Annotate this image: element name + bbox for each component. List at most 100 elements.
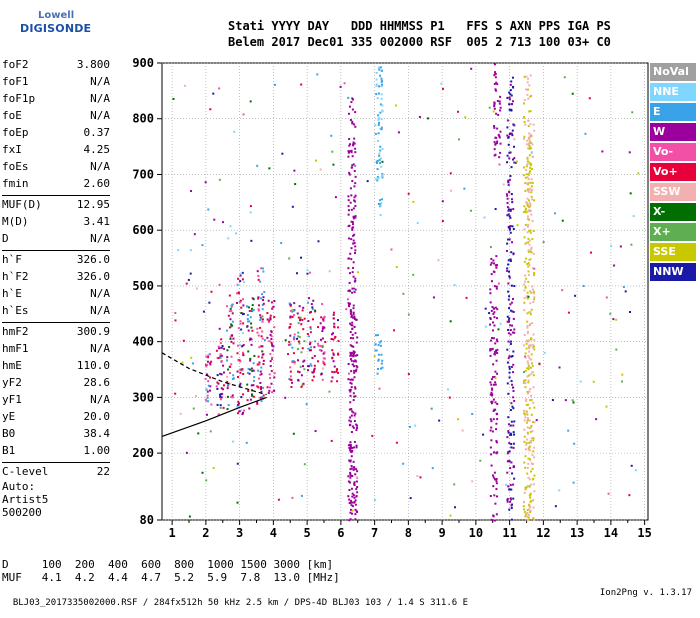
- echo-point: [527, 270, 530, 273]
- echo-point: [331, 349, 334, 352]
- echo-point: [499, 106, 502, 109]
- echo-point: [227, 404, 230, 407]
- noise-point: [615, 348, 618, 351]
- echo-point: [354, 249, 357, 252]
- noise-point: [300, 494, 303, 497]
- echo-point: [289, 323, 292, 326]
- param-value: N/A: [90, 109, 110, 122]
- echo-point: [527, 142, 530, 145]
- echo-point: [350, 408, 353, 411]
- echo-point: [526, 217, 529, 220]
- echo-point: [231, 312, 234, 315]
- echo-point: [226, 349, 229, 352]
- echo-point: [493, 478, 496, 481]
- echo-point: [380, 165, 383, 168]
- noise-point: [245, 441, 248, 444]
- echo-point: [293, 333, 296, 336]
- echo-point: [350, 238, 353, 241]
- echo-point: [509, 497, 512, 500]
- echo-point: [348, 105, 351, 108]
- echo-point: [351, 512, 354, 515]
- echo-point: [205, 363, 208, 366]
- echo-point: [349, 471, 352, 474]
- echo-point: [351, 227, 354, 230]
- echo-point: [350, 504, 353, 507]
- echo-point: [251, 329, 254, 332]
- param-label: foF1p: [2, 92, 36, 105]
- echo-point: [533, 490, 536, 493]
- noise-point: [488, 106, 491, 109]
- header-line-2: Belem 2017 Dec01 335 002000 RSF 005 2 71…: [228, 35, 611, 49]
- echo-point: [509, 225, 512, 228]
- noise-point: [407, 192, 410, 195]
- logo-lowell: Lowell: [38, 10, 75, 21]
- echo-point: [489, 446, 492, 449]
- noise-point: [630, 243, 633, 246]
- echo-point: [506, 242, 509, 245]
- noise-point: [497, 328, 500, 331]
- echo-point: [349, 344, 352, 347]
- echo-point: [355, 318, 358, 321]
- echo-point: [530, 151, 533, 154]
- echo-point: [355, 428, 358, 431]
- echo-point: [228, 346, 231, 349]
- param-row: C-level 22: [2, 465, 110, 482]
- echo-point: [511, 129, 514, 132]
- echo-point: [377, 123, 380, 126]
- noise-point: [438, 419, 441, 422]
- param-separator: [2, 195, 110, 196]
- echo-point: [523, 428, 526, 431]
- echo-point: [512, 317, 515, 320]
- echo-point: [352, 468, 355, 471]
- param-row: MUF(D) 12.95: [2, 198, 110, 215]
- echo-point: [507, 209, 510, 212]
- echo-point: [508, 151, 511, 154]
- echo-point: [352, 313, 355, 316]
- echo-point: [509, 483, 512, 486]
- echo-point: [493, 375, 496, 378]
- echo-point: [525, 443, 528, 446]
- echo-point: [490, 280, 493, 283]
- noise-point: [314, 309, 317, 312]
- echo-point: [230, 355, 233, 358]
- noise-point: [515, 160, 518, 163]
- echo-point: [351, 122, 354, 125]
- echo-point: [496, 402, 499, 405]
- echo-point: [288, 378, 291, 381]
- echo-point: [350, 101, 353, 104]
- echo-point: [220, 360, 223, 363]
- echo-point: [490, 273, 493, 276]
- echo-point: [258, 361, 261, 364]
- echo-point: [257, 296, 260, 299]
- echo-point: [299, 317, 302, 320]
- echo-point: [528, 199, 531, 202]
- param-value: 110.0: [76, 359, 110, 372]
- echo-point: [495, 428, 498, 431]
- echo-point: [512, 386, 515, 389]
- noise-point: [631, 111, 634, 114]
- echo-point: [527, 513, 530, 516]
- noise-point: [291, 205, 294, 208]
- echo-point: [506, 500, 509, 503]
- echo-point: [490, 453, 493, 456]
- echo-point: [351, 97, 354, 100]
- echo-point: [311, 371, 314, 374]
- echo-point: [512, 252, 515, 255]
- echo-point: [511, 355, 514, 358]
- echo-point: [493, 471, 496, 474]
- noise-point: [535, 419, 538, 422]
- echo-point: [528, 264, 531, 267]
- echo-point: [494, 264, 497, 267]
- y-tick-label: 700: [132, 167, 154, 181]
- echo-point: [250, 394, 253, 397]
- echo-point: [291, 381, 294, 384]
- echo-point: [529, 366, 532, 369]
- noise-point: [522, 371, 525, 374]
- echo-point: [380, 126, 383, 129]
- echo-point: [507, 451, 510, 454]
- echo-point: [220, 387, 223, 390]
- echo-point: [238, 384, 241, 387]
- echo-point: [526, 77, 529, 80]
- echo-point: [526, 485, 529, 488]
- echo-point: [530, 353, 533, 356]
